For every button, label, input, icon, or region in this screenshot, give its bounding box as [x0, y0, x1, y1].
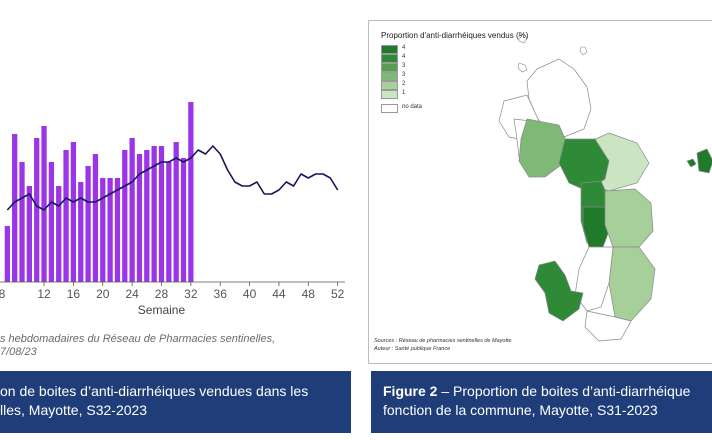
x-tick-label-24: 24 — [125, 287, 139, 301]
x-tick-label-28: 28 — [155, 287, 169, 301]
figure1-caption-line-2: lles, Mayotte, S32-2023 — [0, 402, 148, 418]
commune-west — [518, 118, 568, 178]
x-tick-label-20: 20 — [96, 287, 110, 301]
x-tick-label-44: 44 — [272, 287, 286, 301]
bar-week-13 — [48, 162, 55, 282]
figure2-caption: Figure 2 – Proportion de boites d’anti-d… — [371, 371, 712, 433]
bar-week-30 — [173, 142, 179, 282]
bar-week-12 — [41, 126, 47, 282]
x-tick-label-12: 12 — [37, 287, 51, 301]
source-line-2: 7/08/23 — [0, 346, 37, 358]
legend-swatch-no-data — [381, 104, 398, 113]
map-source-line-1: Sources : Réseau de pharmacies sentinell… — [374, 338, 512, 344]
legend-swatch-6 — [381, 90, 398, 99]
x-tick-label-8: 8 — [0, 287, 6, 301]
bar-week-15 — [63, 150, 69, 282]
commune-choropleth-map — [498, 33, 712, 342]
bar-week-31 — [180, 158, 187, 282]
bar-week-32 — [188, 102, 194, 282]
figure1-chart-panel: 12 16 20 24 28 32 36 40 44 48 52 8 Semaine — [0, 0, 352, 370]
bar-week-21 — [107, 178, 113, 282]
source-line-1: s hebdomadaires du Réseau de Pharmacies … — [0, 333, 276, 345]
x-axis-group: 12 16 20 24 28 32 36 40 44 48 52 8 Semaine — [0, 281, 345, 317]
x-tick-label-52: 52 — [331, 287, 345, 301]
x-tick-label-36: 36 — [214, 287, 228, 301]
bar-week-23 — [122, 150, 128, 282]
islet-north — [518, 33, 528, 44]
bar-week-26 — [144, 150, 150, 282]
legend-swatch-2 — [381, 54, 398, 63]
commune-north — [526, 58, 592, 138]
bars-group — [4, 102, 194, 282]
legend-label-2: 4 — [402, 54, 406, 60]
legend-label-4: 3 — [402, 72, 406, 78]
weekly-bar-line-chart: 12 16 20 24 28 32 36 40 44 48 52 8 Semaine — [0, 102, 345, 317]
figure1-caption-line-1: on de boites d’anti-diarrhéiques vendues… — [0, 383, 309, 399]
figure1-caption: on de boites d’anti-diarrhéiques vendues… — [0, 371, 351, 433]
bar-week-24 — [129, 138, 135, 282]
trend-line-group — [6, 145, 339, 211]
bar-week-8 — [12, 134, 18, 282]
map-title: Proportion d'anti-diarrhéiques vendus (%… — [381, 31, 529, 40]
bar-week-22 — [114, 178, 121, 282]
bar-week-9 — [19, 162, 25, 282]
bar-week-17 — [78, 182, 84, 282]
legend-swatch-5 — [381, 81, 398, 90]
figure2-caption-line-1-rest: – Proportion de boites d’anti-diarrhéiqu… — [437, 383, 691, 399]
bar-week-11 — [34, 138, 40, 282]
x-tick-label-16: 16 — [67, 287, 81, 301]
bar-week-10 — [26, 186, 33, 282]
trend-line — [6, 145, 339, 211]
figure2-caption-line-2: fonction de la commune, Mayotte, S31-202… — [383, 402, 658, 418]
legend-label-3: 3 — [402, 63, 406, 69]
legend-swatch-1 — [381, 45, 398, 54]
bar-week-16 — [70, 142, 77, 282]
legend-swatch-3 — [381, 63, 398, 72]
bar-week-28 — [158, 146, 165, 282]
island-small-east — [686, 158, 697, 168]
commune-south — [574, 246, 614, 312]
bar-week-14 — [56, 186, 62, 282]
legend-swatch-4 — [381, 72, 398, 81]
bar-week-7 — [4, 226, 10, 282]
commune-far-south — [584, 310, 632, 342]
map-source-line-2: Auteur : Santé publique France — [374, 346, 451, 352]
figure2-caption-prefix: Figure 2 — [383, 383, 438, 399]
islet-east — [517, 62, 528, 73]
x-axis-label: Semaine — [138, 303, 186, 317]
bar-week-29 — [166, 162, 172, 282]
commune-southeast — [608, 246, 656, 322]
legend-label-1: 4 — [402, 45, 406, 51]
islet-northeast — [579, 46, 588, 56]
commune-east — [604, 188, 654, 248]
bar-week-19 — [92, 154, 99, 282]
bar-week-25 — [136, 154, 143, 282]
figure2-caption-line-1: Figure 2 – Proportion de boites d’anti-d… — [383, 382, 712, 401]
figure1-source-note: s hebdomadaires du Réseau de Pharmacies … — [0, 333, 350, 359]
legend-label-no-data: no data — [402, 104, 423, 110]
x-tick-label-40: 40 — [243, 287, 257, 301]
commune-southwest — [534, 260, 584, 322]
figure2-map-panel — [368, 20, 712, 364]
bar-week-27 — [151, 146, 157, 282]
bar-week-18 — [85, 166, 91, 282]
island-petite-terre — [696, 148, 712, 174]
legend-label-6: 1 — [402, 90, 406, 96]
x-tick-label-32: 32 — [184, 287, 198, 301]
x-tick-label-48: 48 — [302, 287, 316, 301]
bar-week-20 — [100, 178, 106, 282]
legend-label-5: 2 — [402, 81, 406, 87]
